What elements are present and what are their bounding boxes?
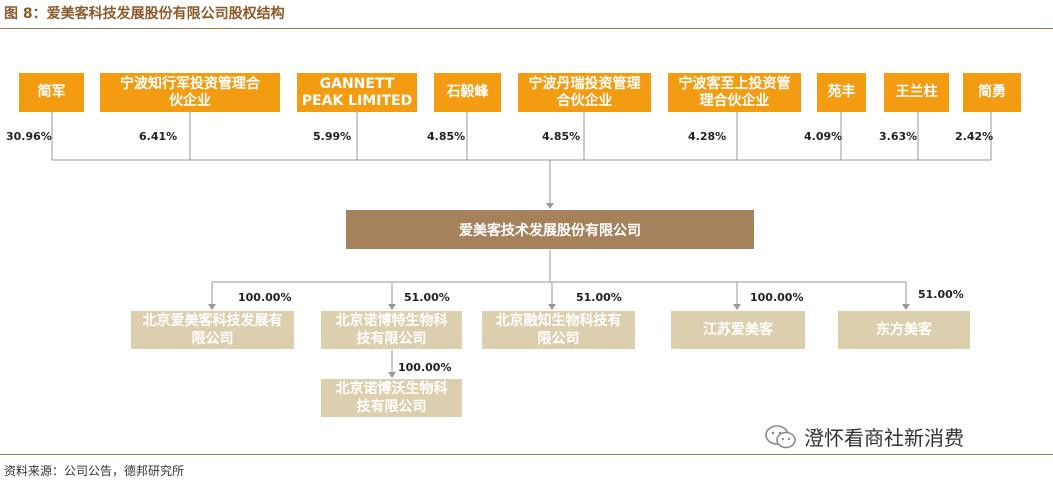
watermark-text: 澄怀看商社新消费 (804, 426, 964, 450)
figure-title: 图 8：爱美客科技发展股份有限公司股权结构 (4, 6, 285, 22)
watermark: 澄怀看商社新消费 (764, 422, 964, 451)
subsidiary-pct: 100.00% (750, 291, 804, 304)
shareholder-box: 宁波丹瑞投资管理合伙企业 (518, 73, 651, 112)
subsidiary-box: 北京爱美客科技发展有限公司 (131, 311, 294, 349)
shareholder-box: 宁波客至上投资管理合伙企业 (668, 73, 801, 112)
shareholding-pct: 4.09% (804, 130, 843, 143)
subsidiary-box: 北京融知生物科技有限公司 (482, 311, 635, 349)
shareholding-pct: 4.85% (427, 130, 466, 143)
shareholder-box: 简军 (19, 73, 84, 112)
shareholding-pct: 6.41% (139, 130, 178, 143)
subsidiary-pct: 51.00% (576, 291, 622, 304)
shareholding-pct: 5.99% (313, 130, 352, 143)
sub-subsidiary-box: 北京诺博沃生物科技有限公司 (321, 379, 462, 417)
shareholder-box: 宁波知行军投资管理合伙企业 (100, 73, 280, 112)
shareholder-box: 简勇 (963, 73, 1021, 112)
source-note: 资料来源：公司公告，德邦研究所 (4, 464, 185, 478)
wechat-icon (765, 424, 796, 448)
shareholding-pct: 4.28% (688, 130, 727, 143)
sub-subsidiary-pct: 100.00% (398, 361, 452, 374)
shareholding-pct: 4.85% (542, 130, 581, 143)
shareholding-pct: 3.63% (879, 130, 918, 143)
shareholding-pct: 30.96% (6, 130, 52, 143)
shareholder-box: 苑丰 (817, 73, 866, 112)
subsidiary-pct: 100.00% (238, 291, 292, 304)
title-divider (0, 28, 1053, 29)
shareholder-box: 石毅峰 (434, 73, 501, 112)
shareholder-box: GANNETT PEAK LIMITED (297, 73, 417, 112)
footer-divider (0, 454, 1053, 455)
subsidiary-pct: 51.00% (918, 288, 964, 301)
subsidiary-box: 江苏爱美客 (671, 311, 805, 349)
subsidiary-box: 东方美客 (838, 311, 970, 349)
shareholding-pct: 2.42% (955, 130, 994, 143)
shareholder-box: 王兰柱 (884, 73, 949, 112)
company-box: 爱美客技术发展股份有限公司 (346, 210, 754, 249)
subsidiary-pct: 51.00% (404, 291, 450, 304)
subsidiary-box: 北京诺博特生物科技有限公司 (321, 311, 462, 349)
